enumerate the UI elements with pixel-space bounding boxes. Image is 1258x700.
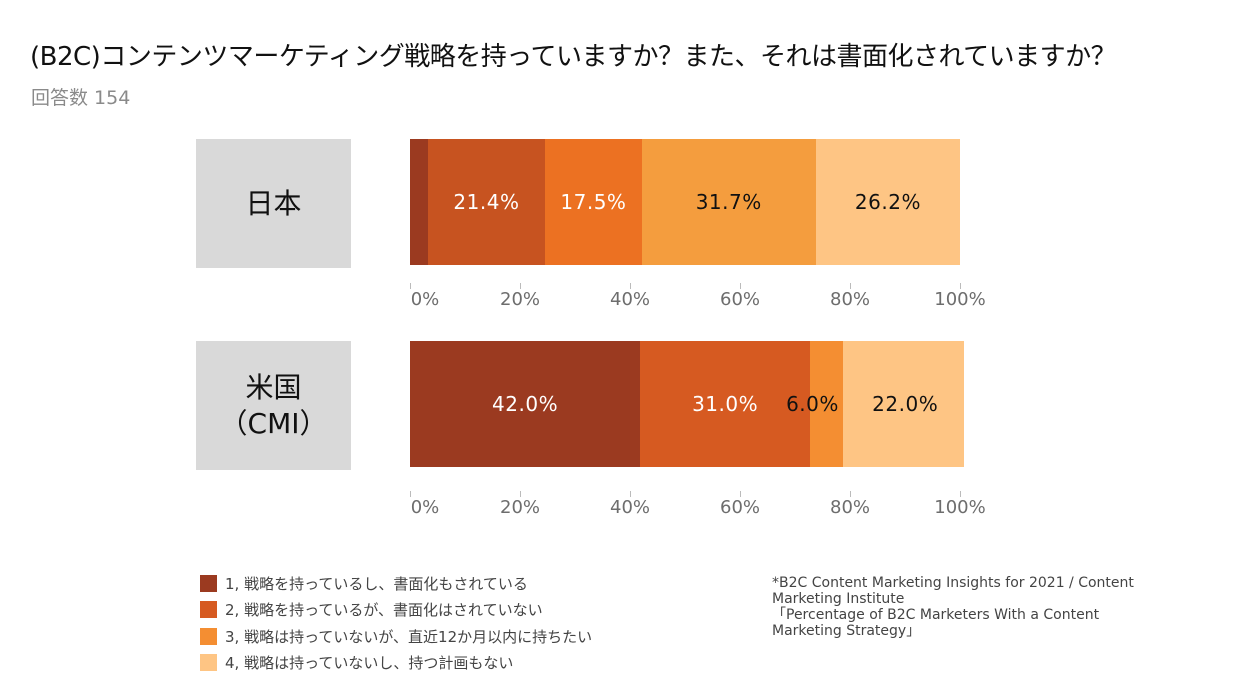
source-line: 「Percentage of B2C Marketers With a Cont… (772, 607, 1100, 623)
category-label: （CMI） (219, 406, 328, 440)
source-note: *B2C Content Marketing Insights for 2021… (772, 575, 1192, 639)
bar-segment (427, 139, 546, 265)
legend-label: 2, 戦略を持っているが、書面化はされていない (225, 601, 543, 620)
legend-swatch (200, 574, 217, 592)
tick-label: 80% (829, 289, 871, 310)
x-axis-japan: 0% 20% 40% 60% 80% 100% (410, 283, 986, 319)
axis-tick (850, 491, 851, 497)
legend-item: 2, 戦略を持っているが、書面化はされていない (200, 597, 592, 624)
bar-japan: 21.4% 17.5% 31.7% 26.2% (410, 139, 961, 265)
legend-item: 1, 戦略を持っているし、書面化もされている (200, 570, 592, 597)
bar-segment (810, 341, 844, 467)
tick-label: 60% (719, 497, 761, 518)
legend-swatch (200, 627, 217, 645)
data-label: 26.2% (854, 190, 921, 214)
axis-tick (520, 491, 521, 497)
category-label: 日本 (245, 186, 302, 220)
axis-tick (850, 283, 851, 289)
chart-title: (B2C)コンテンツマーケティング戦略を持っていますか？また、それは書面化されて… (30, 42, 1117, 72)
legend-swatch (200, 601, 217, 619)
data-label: 6.0% (786, 392, 839, 416)
tick-label: 100% (934, 289, 986, 310)
tick-label: 80% (829, 497, 871, 518)
tick-label: 40% (609, 289, 651, 310)
category-us: 米国 （CMI） (196, 341, 351, 470)
category-japan: 日本 (196, 139, 351, 268)
axis-tick (410, 491, 411, 497)
bar-segment (410, 341, 641, 467)
axis-tick (630, 283, 631, 289)
bar-segment (641, 139, 817, 265)
tick-label: 20% (499, 497, 541, 518)
legend-item: 4, 戦略は持っていないし、持つ計画もない (200, 650, 592, 677)
data-label: 22.0% (872, 392, 939, 416)
source-line: Marketing Institute (772, 591, 905, 607)
axis-tick (520, 283, 521, 289)
axis-tick (740, 283, 741, 289)
bar-segment (842, 341, 964, 467)
legend-label: 1, 戦略を持っているし、書面化もされている (225, 574, 528, 593)
tick-label: 0% (410, 289, 440, 310)
bar-segment (640, 341, 811, 467)
tick-label: 20% (499, 289, 541, 310)
bar-segment (410, 139, 429, 265)
data-label: 31.7% (695, 190, 762, 214)
axis-tick (630, 491, 631, 497)
tick-label: 60% (719, 289, 761, 310)
bar-us: 42.0% 31.0% 6.0% 22.0% (410, 341, 964, 467)
tick-label: 40% (609, 497, 651, 518)
response-count: 回答数 154 (31, 87, 131, 109)
axis-tick (410, 283, 411, 289)
axis-tick (740, 491, 741, 497)
data-label: 42.0% (492, 392, 559, 416)
axis-tick (960, 283, 961, 289)
source-line: Marketing Strategy」 (772, 623, 921, 639)
legend-item: 3, 戦略は持っていないが、直近12か月以内に持ちたい (200, 623, 592, 650)
axis-tick (960, 491, 961, 497)
tick-label: 100% (934, 497, 986, 518)
data-label: 17.5% (560, 190, 627, 214)
legend-label: 3, 戦略は持っていないが、直近12か月以内に持ちたい (225, 627, 593, 646)
bar-segment (815, 139, 961, 265)
tick-label: 0% (410, 497, 440, 518)
source-line: *B2C Content Marketing Insights for 2021… (772, 575, 1134, 591)
x-axis-us: 0% 20% 40% 60% 80% 100% (410, 491, 986, 527)
legend-swatch (200, 654, 217, 672)
category-label: 米国 (245, 370, 302, 404)
data-label: 21.4% (453, 190, 520, 214)
legend: 1, 戦略を持っているし、書面化もされている 2, 戦略を持っているが、書面化は… (200, 570, 592, 676)
data-label: 31.0% (692, 392, 759, 416)
legend-label: 4, 戦略は持っていないし、持つ計画もない (225, 654, 514, 673)
bar-segment (545, 139, 643, 265)
